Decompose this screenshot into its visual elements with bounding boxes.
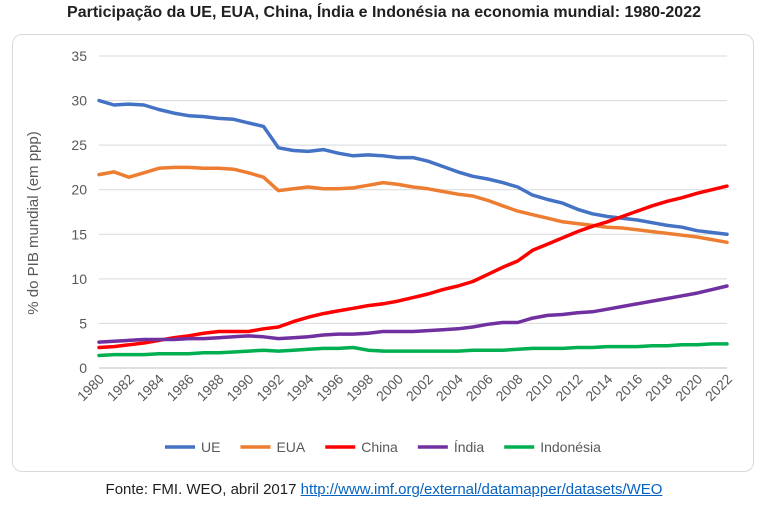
chart-frame: 0 5 10 15 20 25 30 35 1980 1982 1984 1986 1988 1990 1… xyxy=(12,34,754,472)
x-tick-label: 2020 xyxy=(672,371,705,404)
legend-label: China xyxy=(361,439,398,455)
legend: UE EUA China Índia Indonésia xyxy=(165,439,601,455)
legend-item-1: EUA xyxy=(240,439,306,455)
source-link[interactable]: http://www.imf.org/external/datamapper/d… xyxy=(300,481,663,498)
series-line-1 xyxy=(97,165,729,245)
x-tick-label: 1984 xyxy=(134,371,167,404)
y-tick-label: 5 xyxy=(79,315,87,331)
legend-item-4: Indonésia xyxy=(504,439,601,455)
x-tick-label: 2004 xyxy=(433,371,466,404)
x-tick-label: 1982 xyxy=(104,371,137,404)
y-tick-label: 30 xyxy=(71,93,87,109)
y-tick-label: 35 xyxy=(71,48,87,64)
x-tick-label: 1986 xyxy=(163,371,196,404)
legend-label: Índia xyxy=(454,439,485,455)
y-axis-label: % do PIB mundial (em ppp) xyxy=(25,131,42,314)
y-tick-label: 10 xyxy=(71,271,87,287)
x-tick-label: 2008 xyxy=(492,371,525,404)
x-tick-label: 2022 xyxy=(702,371,735,404)
x-tick-label: 2014 xyxy=(582,371,615,404)
x-tick-label: 1990 xyxy=(223,371,256,404)
x-tick-label: 2012 xyxy=(552,371,585,404)
x-tick-label: 1998 xyxy=(343,371,376,404)
x-tick-label: 2018 xyxy=(642,371,675,404)
source-prefix: Fonte: FMI. WEO, abril 2017 xyxy=(105,481,301,498)
legend-item-3: Índia xyxy=(417,439,485,455)
chart-svg: 0 5 10 15 20 25 30 35 1980198219841986198819901… xyxy=(25,48,735,455)
legend-item-2: China xyxy=(325,439,398,455)
x-tick-label: 1996 xyxy=(313,371,346,404)
x-tick-label: 2010 xyxy=(522,371,555,404)
x-axis-ticks: 1980198219841986198819901992199419961998… xyxy=(74,371,735,404)
x-tick-label: 2006 xyxy=(463,371,496,404)
series-line-3 xyxy=(97,284,729,344)
y-tick-label: 25 xyxy=(71,137,87,153)
legend-label: EUA xyxy=(276,439,305,455)
source-note: Fonte: FMI. WEO, abril 2017 http://www.i… xyxy=(0,481,768,498)
chart-title: Participação da UE, EUA, China, Índia e … xyxy=(67,4,701,21)
y-tick-label: 15 xyxy=(71,226,87,242)
y-tick-label: 20 xyxy=(71,182,87,198)
x-tick-label: 1988 xyxy=(193,371,226,404)
y-tick-label: 0 xyxy=(79,360,87,376)
x-tick-label: 1992 xyxy=(253,371,286,404)
series-lines xyxy=(97,98,729,358)
x-tick-label: 2016 xyxy=(612,371,645,404)
legend-label: Indonésia xyxy=(540,439,601,455)
y-axis-ticks: 0 5 10 15 20 25 30 35 xyxy=(71,48,87,376)
legend-item-0: UE xyxy=(165,439,220,455)
x-tick-label: 2000 xyxy=(373,371,406,404)
legend-label: UE xyxy=(201,439,220,455)
x-tick-label: 2002 xyxy=(403,371,436,404)
x-tick-label: 1994 xyxy=(283,371,316,404)
series-line-4 xyxy=(97,342,729,358)
series-line-2 xyxy=(97,184,729,350)
grid-lines xyxy=(99,55,727,369)
